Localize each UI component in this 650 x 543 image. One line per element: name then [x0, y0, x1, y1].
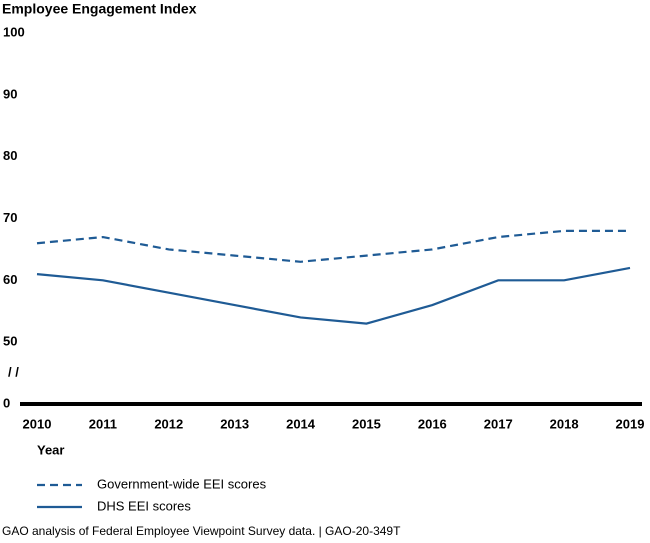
x-tick-label: 2014 [286, 416, 316, 431]
x-tick-label: 2011 [89, 416, 117, 431]
source-note: GAO analysis of Federal Employee Viewpoi… [2, 524, 401, 538]
legend-label: DHS EEI scores [97, 498, 191, 513]
data-line [36, 229, 630, 263]
x-tick-label: 2013 [220, 416, 249, 431]
x-tick-label: 2010 [23, 416, 52, 431]
x-tick-label: 2019 [616, 416, 645, 431]
x-tick-label: 2012 [154, 416, 183, 431]
y-tick-label: 100 [3, 24, 25, 39]
chart-title: Employee Engagement Index [2, 1, 197, 17]
x-axis-label: Year [37, 442, 64, 457]
legend-label: Government-wide EEI scores [97, 476, 267, 491]
y-tick-label: 50 [3, 334, 17, 349]
y-tick-label: 80 [3, 148, 17, 163]
y-tick-label: 70 [3, 210, 17, 225]
x-tick-label: 2018 [550, 416, 579, 431]
x-tick-label: 2017 [484, 416, 513, 431]
x-tick-label: 2016 [418, 416, 447, 431]
x-tick-label: 2015 [352, 416, 381, 431]
y-tick-label: 90 [3, 86, 17, 101]
y-tick-label: 60 [3, 272, 17, 287]
data-line [36, 266, 631, 325]
axis-break: / / [8, 365, 19, 380]
y-tick-label: 0 [3, 395, 10, 410]
